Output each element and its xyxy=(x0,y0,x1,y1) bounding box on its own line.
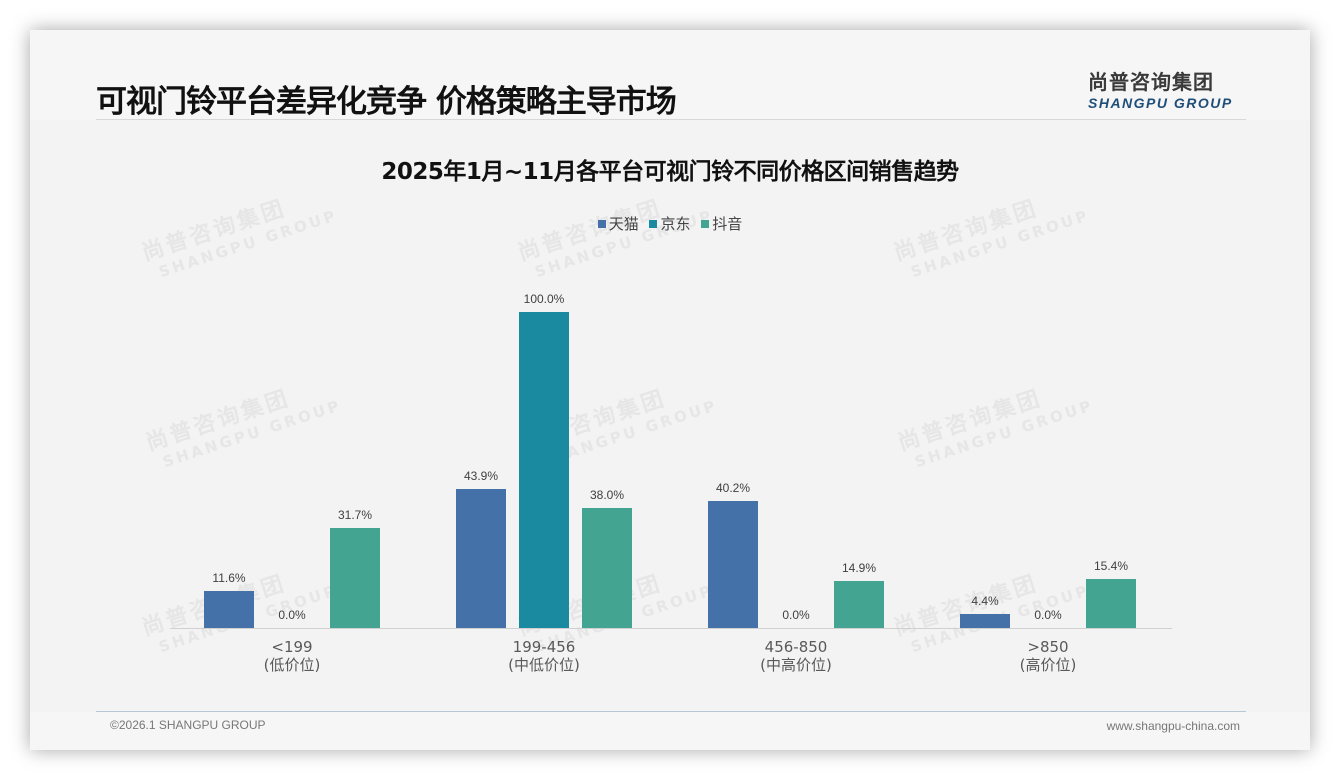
footer-website: www.shangpu-china.com xyxy=(1106,719,1240,733)
bar-value-label: 14.9% xyxy=(841,561,877,575)
x-axis-category-label: 199-456 (中低价位) xyxy=(444,638,644,674)
category-range: <199 xyxy=(271,638,313,656)
legend-item-jd: 京东 xyxy=(649,213,691,234)
header-divider xyxy=(96,119,1246,120)
legend-swatch-icon xyxy=(649,220,658,228)
bar-value-label: 4.4% xyxy=(971,594,999,608)
chart-title: 2025年1月~11月各平台可视门铃不同价格区间销售趋势 xyxy=(381,159,959,185)
slide: 可视门铃平台差异化竞争 价格策略主导市场 尚普咨询集团 SHANGPU GROU… xyxy=(30,30,1310,750)
bar-value-label: 100.0% xyxy=(523,292,565,306)
bar xyxy=(456,489,506,628)
category-range: >850 xyxy=(1027,638,1069,656)
x-axis-line xyxy=(170,628,1172,629)
bar-value-label: 0.0% xyxy=(1034,608,1062,622)
bar xyxy=(708,501,758,628)
x-axis-category-label: >850 (高价位) xyxy=(948,638,1148,674)
header xyxy=(30,30,1310,120)
legend-swatch-icon xyxy=(597,220,606,228)
legend-item-douyin: 抖音 xyxy=(701,213,742,234)
bar xyxy=(330,528,380,628)
footer-divider xyxy=(96,711,1246,712)
logo-cn-text: 尚普咨询集团 xyxy=(1088,70,1214,94)
chart-legend: 天猫 京东 抖音 xyxy=(30,213,1310,234)
x-axis-category-label: <199 (低价位) xyxy=(192,638,392,674)
bar-value-label: 15.4% xyxy=(1093,559,1129,573)
footer-copyright: ©2026.1 SHANGPU GROUP xyxy=(110,718,266,732)
logo-en-text: SHANGPU GROUP xyxy=(1088,95,1233,111)
legend-item-tmall: 天猫 xyxy=(597,213,639,234)
bar xyxy=(834,581,884,628)
bar xyxy=(519,312,569,628)
bar-value-label: 38.0% xyxy=(589,488,625,502)
plot-area: 11.6% 0.0% 31.7% <199 (低价位) 43.9% 100.0% 38.0% 1… xyxy=(170,280,1172,674)
category-tier: (低价位) xyxy=(263,656,321,674)
bar-value-label: 40.2% xyxy=(715,481,751,495)
bar-value-label: 31.7% xyxy=(337,508,373,522)
bar xyxy=(1086,579,1136,628)
bar-value-label: 43.9% xyxy=(463,469,499,483)
bar-value-label: 0.0% xyxy=(278,608,306,622)
footer-band xyxy=(30,712,1310,750)
category-range: 199-456 xyxy=(512,638,576,656)
bar-value-label: 0.0% xyxy=(782,608,810,622)
category-tier: (中低价位) xyxy=(508,656,580,674)
company-logo: 尚普咨询集团 SHANGPU GROUP xyxy=(1088,66,1233,111)
category-range: 456-850 xyxy=(764,638,828,656)
bar-value-label: 11.6% xyxy=(212,571,246,585)
x-axis-category-label: 456-850 (中高价位) xyxy=(696,638,896,674)
category-tier: (中高价位) xyxy=(760,656,832,674)
legend-swatch-icon xyxy=(701,220,710,228)
category-tier: (高价位) xyxy=(1019,656,1077,674)
bar xyxy=(582,508,632,628)
bar xyxy=(960,614,1010,628)
bar xyxy=(204,591,254,628)
page-title: 可视门铃平台差异化竞争 价格策略主导市场 xyxy=(96,84,677,120)
